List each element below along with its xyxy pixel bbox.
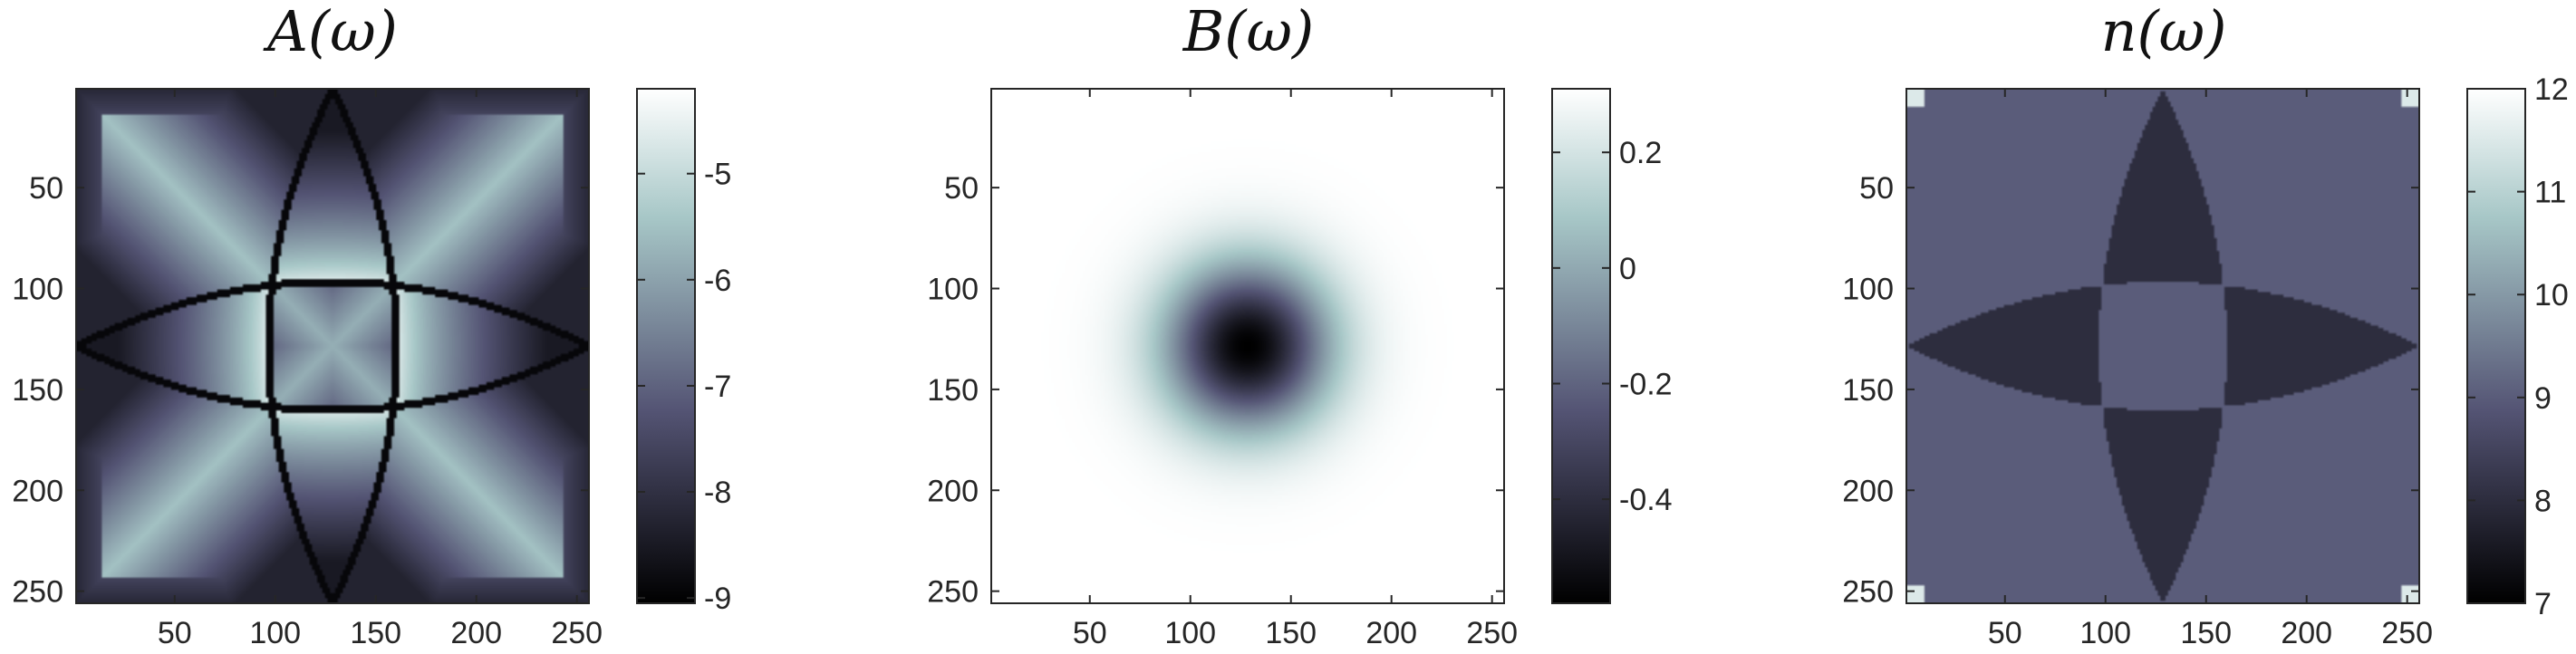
panel-n-xtick-label: 250 [2381,616,2433,650]
panel-n-cbtick-label: 9 [2534,381,2552,416]
panel-A-title: A(ω) [263,0,398,64]
panel-A-ytick-label: 250 [12,575,63,610]
panel-B-colorbar [1551,88,1611,604]
panel-B-xtick-label: 250 [1466,616,1518,650]
panel-B-xtick-label: 100 [1164,616,1216,650]
panel-B-xtick-label: 50 [1073,616,1107,650]
panel-A-ytick-label: 50 [29,171,63,206]
panel-n-ytick-label: 200 [1842,474,1894,508]
panel-A-cbtick-label: -8 [704,476,731,510]
panel-B-colorbar-ticks: 0.2 0 -0.2 -0.4 [1552,136,1673,517]
panel-B-heatmap [991,89,1504,603]
panel-A-xtick-label: 50 [158,616,192,650]
panel-n-cbtick-label: 12 [2534,72,2569,107]
panel-A-ytick-label: 150 [12,373,63,408]
panel-B-title: B(ω) [1182,0,1315,64]
panel-n-ytick-label: 50 [1859,171,1894,206]
panel-B-ytick-label: 100 [927,273,979,307]
panel-A-cbtick-label: -9 [704,582,731,616]
panel-n-colorbar [2466,88,2526,604]
panel-B-axes-box [990,88,1505,604]
panel-n-xtick-label: 150 [2180,616,2232,650]
panel-n-title: n(ω) [2101,0,2227,64]
panel-A-heatmap [76,89,589,603]
panel-n-xtick-label: 200 [2281,616,2332,650]
panel-B-ytick-label: 200 [927,474,979,508]
panel-B-ytick-label: 250 [927,575,979,610]
panel-A-cbtick-label: -5 [704,158,731,192]
panel-A-xtick-label: 100 [249,616,301,650]
panel-B-xtick-label: 200 [1365,616,1417,650]
panel-A-colorbar-ticks: -5 -6 -7 -8 -9 [637,158,731,616]
panel-A-cbtick-label: -7 [704,370,731,404]
panel-B-cbtick-label: -0.2 [1619,367,1673,401]
panel-B-ytick-label: 50 [944,171,979,206]
panel-n-xtick-label: 50 [1988,616,2022,650]
panel-A-ytick-label: 100 [12,273,63,307]
panel-A-ticks: 50 100 150 200 250 50 100 150 200 250 [12,89,603,650]
panel-n-xtick-label: 100 [2079,616,2131,650]
panel-n-ticks: 50 100 150 200 250 50 100 150 200 250 [1842,89,2433,650]
panel-B-ticks: 50 100 150 200 250 50 100 150 200 250 [927,89,1518,650]
panel-n-cbtick-label: 10 [2534,278,2569,313]
panel-n-axes-box [1905,88,2420,604]
panel-A-xtick-label: 200 [450,616,502,650]
panel-A-xtick-label: 250 [551,616,603,650]
panel-A-ytick-label: 200 [12,474,63,508]
panel-A: A(ω) 50 100 150 200 250 50 100 150 200 250 -5 -6 -7… [12,0,731,650]
panel-B-xtick-label: 150 [1265,616,1317,650]
panel-n-cbtick-label: 11 [2534,176,2566,210]
panel-A-axes-box [75,88,590,604]
panel-A-xtick-label: 150 [350,616,401,650]
panel-n-cbtick-label: 8 [2534,484,2552,518]
panel-B-ytick-label: 150 [927,373,979,408]
panel-B-cbtick-label: 0 [1619,252,1636,286]
panel-n-ytick-label: 100 [1842,273,1894,307]
panel-n-ytick-label: 250 [1842,575,1894,610]
panel-n-heatmap [1906,89,2419,603]
panel-A-colorbar [636,88,696,604]
panel-B-cbtick-label: 0.2 [1619,136,1662,170]
panel-B-cbtick-label: -0.4 [1619,483,1673,517]
panel-B: B(ω) 50 100 150 200 250 50 100 150 200 250 0.2 0 -0… [927,0,1672,650]
panel-A-cbtick-label: -6 [704,264,731,298]
panel-n-colorbar-ticks: 12 11 10 9 8 7 [2467,72,2569,621]
panel-n-ytick-label: 150 [1842,373,1894,408]
panel-n: n(ω) 50 100 150 200 250 50 100 150 200 250 12 11 10… [1842,0,2569,650]
panel-n-cbtick-label: 7 [2534,587,2552,621]
